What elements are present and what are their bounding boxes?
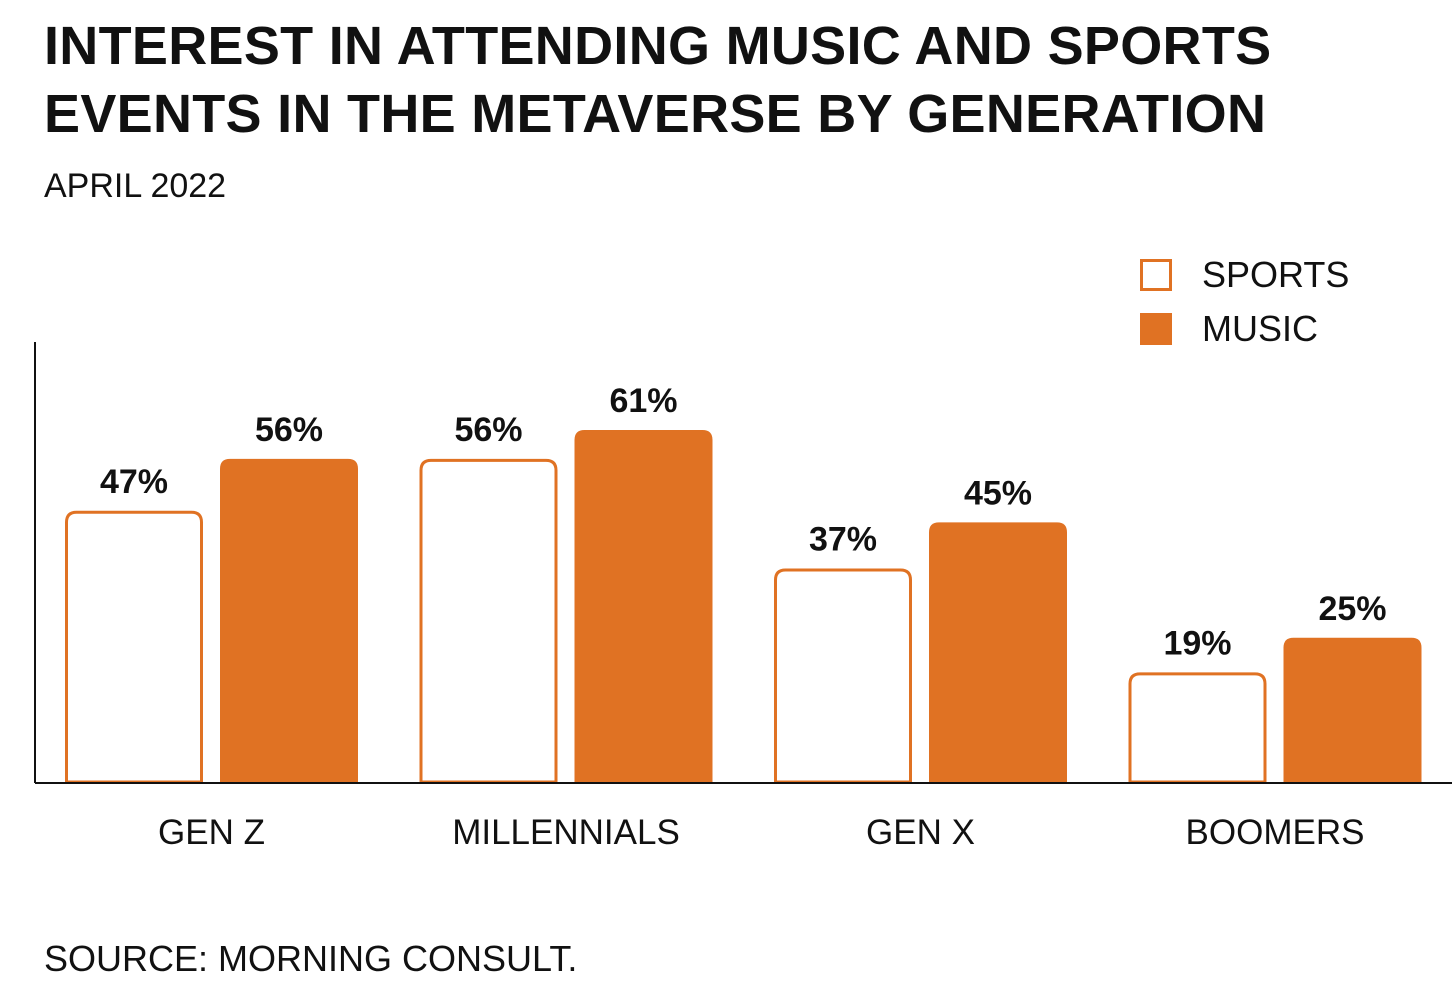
legend-label-sports: SPORTS xyxy=(1202,254,1350,295)
bar-music-millennials xyxy=(574,430,713,782)
bar-sports-gen-x xyxy=(774,568,912,784)
data-label-sports-millennials: 56% xyxy=(454,411,522,449)
chart-title-line-1: INTEREST IN ATTENDING MUSIC AND SPORTS xyxy=(44,16,1272,76)
x-tick-label-gen-x: GEN X xyxy=(866,813,975,852)
source-note: SOURCE: MORNING CONSULT. xyxy=(44,938,578,979)
legend-item-sports: SPORTS xyxy=(1140,248,1349,302)
data-label-music-gen-x: 45% xyxy=(964,474,1032,512)
x-tick-label-millennials: MILLENNIALS xyxy=(452,813,680,852)
legend: SPORTS MUSIC xyxy=(1140,248,1349,356)
data-label-music-millennials: 61% xyxy=(609,382,677,420)
data-label-music-boomers: 25% xyxy=(1318,590,1386,628)
legend-swatch-music xyxy=(1140,313,1172,345)
chart-title: INTEREST IN ATTENDING MUSIC AND SPORTS E… xyxy=(44,12,1424,148)
data-label-music-gen-z: 56% xyxy=(255,411,323,449)
legend-label-music: MUSIC xyxy=(1202,308,1318,349)
bar-sports-boomers xyxy=(1128,672,1267,784)
chart-subtitle: APRIL 2022 xyxy=(44,167,227,205)
legend-item-music: MUSIC xyxy=(1140,302,1349,356)
data-label-sports-boomers: 19% xyxy=(1163,624,1231,662)
data-label-sports-gen-x: 37% xyxy=(809,521,877,559)
data-label-sports-gen-z: 47% xyxy=(100,463,168,501)
bar-sports-gen-z xyxy=(65,510,203,784)
bar-music-gen-x xyxy=(929,522,1067,782)
x-tick-label-gen-z: GEN Z xyxy=(158,813,265,852)
chart-title-line-2: EVENTS IN THE METAVERSE BY GENERATION xyxy=(44,84,1267,144)
legend-swatch-sports xyxy=(1140,259,1172,291)
bar-music-gen-z xyxy=(220,458,358,782)
bar-sports-millennials xyxy=(419,458,558,784)
bar-music-boomers xyxy=(1283,637,1422,782)
x-tick-label-boomers: BOOMERS xyxy=(1186,813,1365,852)
